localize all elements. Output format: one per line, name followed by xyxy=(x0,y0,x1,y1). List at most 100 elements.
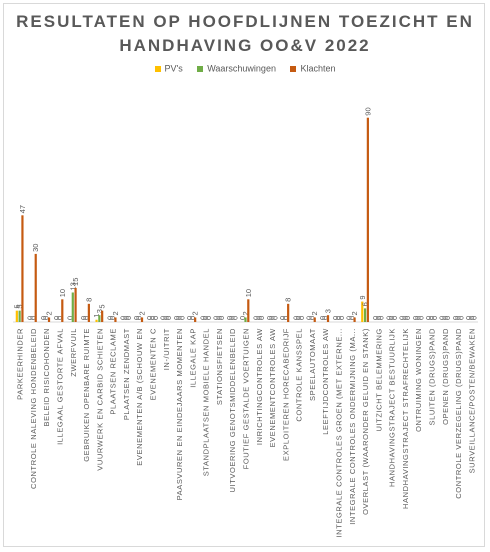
data-label-waarschuwingen-28: 0 xyxy=(387,316,396,320)
bar-klachten-17 xyxy=(247,299,250,322)
bar-klachten-20 xyxy=(287,303,290,322)
chart-frame xyxy=(3,3,485,547)
data-label-klachten-10: 0 xyxy=(151,316,160,320)
data-label-klachten-24: 0 xyxy=(337,316,346,320)
bar-pvs-26 xyxy=(361,301,364,322)
data-label-waarschuwingen-7: 0 xyxy=(108,316,117,320)
bar-waarschuwingen-4 xyxy=(71,292,74,322)
data-label-pvs-1: 0 xyxy=(26,316,35,320)
data-label-pvs-4: 0 xyxy=(65,316,74,320)
data-label-pvs-15: 0 xyxy=(212,316,221,320)
bar-klachten-23 xyxy=(326,315,330,322)
data-label-pvs-19: 0 xyxy=(265,316,274,320)
data-label-klachten-12: 0 xyxy=(177,316,186,320)
data-label-pvs-22: 0 xyxy=(305,316,314,320)
data-label-pvs-20: 0 xyxy=(278,316,287,320)
data-label-waarschuwingen-11: 0 xyxy=(161,316,170,320)
data-label-pvs-6: 1 xyxy=(92,314,101,318)
data-label-waarschuwingen-4: 13 xyxy=(68,282,77,290)
category-label-23: LEEFTIJDCONTROLES AW xyxy=(321,328,330,435)
legend-label-waarschuwingen: Waarschuwingen xyxy=(207,63,276,74)
bar-klachten-0 xyxy=(21,215,24,322)
category-label-4: ZWERFVUIL xyxy=(69,328,78,377)
data-label-waarschuwingen-5: 0 xyxy=(82,316,91,320)
data-label-pvs-10: 0 xyxy=(145,316,154,320)
category-label-15: STATIONSFIETSEN xyxy=(215,328,224,405)
category-label-16: UITVOERING GENOTSMIDDELENBELEID xyxy=(228,328,237,492)
bar-waarschuwingen-17 xyxy=(244,317,247,322)
category-label-27: UITZICHT BELEMMERING xyxy=(374,328,383,432)
data-label-klachten-20: 8 xyxy=(284,298,293,302)
data-label-waarschuwingen-14: 0 xyxy=(201,316,210,320)
data-label-waarschuwingen-29: 0 xyxy=(400,316,409,320)
data-label-pvs-29: 0 xyxy=(398,316,407,320)
data-label-waarschuwingen-17: 2 xyxy=(241,311,250,315)
data-label-klachten-5: 8 xyxy=(84,298,93,302)
data-label-pvs-0: 5 xyxy=(12,304,21,308)
data-label-klachten-17: 10 xyxy=(244,289,253,297)
legend-swatch-waarschuwingen xyxy=(197,65,204,72)
category-label-25: INTEGRALE CONTROLES ONDERMIJNING (MA... xyxy=(348,328,357,525)
data-label-pvs-31: 0 xyxy=(424,316,433,320)
bar-klachten-13 xyxy=(194,317,197,322)
bar-klachten-22 xyxy=(313,317,316,322)
data-label-waarschuwingen-10: 0 xyxy=(148,316,157,320)
bar-klachten-25 xyxy=(353,317,356,322)
data-label-pvs-2: 0 xyxy=(39,316,48,320)
bar-klachten-9 xyxy=(140,317,144,322)
data-label-pvs-5: 0 xyxy=(79,316,88,320)
category-label-9: EVENEMENTEN A/B (SCHOUW EN xyxy=(135,328,144,466)
data-label-klachten-26: 90 xyxy=(363,107,372,115)
data-label-waarschuwingen-27: 0 xyxy=(374,316,383,320)
bar-klachten-1 xyxy=(34,253,37,322)
category-label-26: OVERLAST (WAARONDER GELUID EN STANK) xyxy=(361,328,370,515)
data-label-waarschuwingen-30: 0 xyxy=(414,316,423,320)
data-label-pvs-9: 0 xyxy=(132,316,141,320)
category-label-10: EVENEMENTEN C xyxy=(149,328,158,400)
data-label-pvs-24: 0 xyxy=(331,316,340,320)
category-label-19: EVENEMENTCONTROLES AW xyxy=(268,328,277,448)
data-label-waarschuwingen-25: 0 xyxy=(347,316,356,320)
data-label-pvs-21: 0 xyxy=(291,316,300,320)
data-label-klachten-15: 0 xyxy=(217,316,226,320)
chart-title-line-2: HANDHAVING OO&V 2022 xyxy=(119,36,371,55)
data-label-klachten-1: 30 xyxy=(31,244,40,252)
data-label-klachten-30: 0 xyxy=(417,316,426,320)
category-label-6: VUURWERK EN CARBID SCHIETEN xyxy=(95,328,104,471)
data-label-waarschuwingen-1: 0 xyxy=(28,316,37,320)
bar-klachten-5 xyxy=(87,303,90,322)
category-label-0: PARKEERHINDER xyxy=(16,328,25,400)
data-label-waarschuwingen-32: 0 xyxy=(440,316,449,320)
data-label-pvs-11: 0 xyxy=(158,316,167,320)
data-label-klachten-7: 2 xyxy=(111,311,120,315)
chart-legend: PV's Waarschuwingen Klachten xyxy=(0,63,490,74)
bar-klachten-6 xyxy=(101,310,104,322)
data-label-pvs-33: 0 xyxy=(451,316,460,320)
data-label-klachten-27: 0 xyxy=(377,316,386,320)
bar-waarschuwingen-26 xyxy=(363,308,367,322)
data-label-waarschuwingen-6: 3 xyxy=(95,309,104,313)
category-label-31: SLUITEN (DRUGS)PAND xyxy=(428,328,437,426)
category-label-30: ONTRUIMING WONINGEN xyxy=(414,328,423,432)
category-label-21: CONTROLE KANSSPEL xyxy=(295,328,304,422)
data-label-klachten-25: 2 xyxy=(350,311,359,315)
data-label-klachten-8: 0 xyxy=(124,316,133,320)
category-label-5: GEBRUIKEN OPENBARE RUIMTE xyxy=(82,328,91,462)
data-label-waarschuwingen-34: 0 xyxy=(467,316,476,320)
data-label-klachten-32: 0 xyxy=(443,316,452,320)
data-label-klachten-19: 0 xyxy=(270,316,279,320)
category-label-17: FOUTIEF GESTALDE VOERTUIGEN xyxy=(242,328,251,469)
category-label-20: EXPLOITEREN HORECABEDRIJF xyxy=(281,328,290,461)
data-label-klachten-23: 3 xyxy=(324,309,333,313)
category-label-33: CONTROLE VERZEGELING (DRUGS)PAND xyxy=(454,328,463,499)
data-label-klachten-4: 15 xyxy=(71,278,80,286)
data-label-waarschuwingen-26: 6 xyxy=(361,302,370,306)
data-label-klachten-33: 0 xyxy=(456,316,465,320)
legend-item-pvs: PV's xyxy=(154,63,183,74)
data-label-pvs-23: 0 xyxy=(318,316,327,320)
category-label-3: ILLEGAAL GESTORTE AFVAL xyxy=(56,328,65,445)
data-label-waarschuwingen-22: 0 xyxy=(307,316,316,320)
bar-klachten-3 xyxy=(61,299,64,322)
data-label-pvs-8: 0 xyxy=(119,316,128,320)
